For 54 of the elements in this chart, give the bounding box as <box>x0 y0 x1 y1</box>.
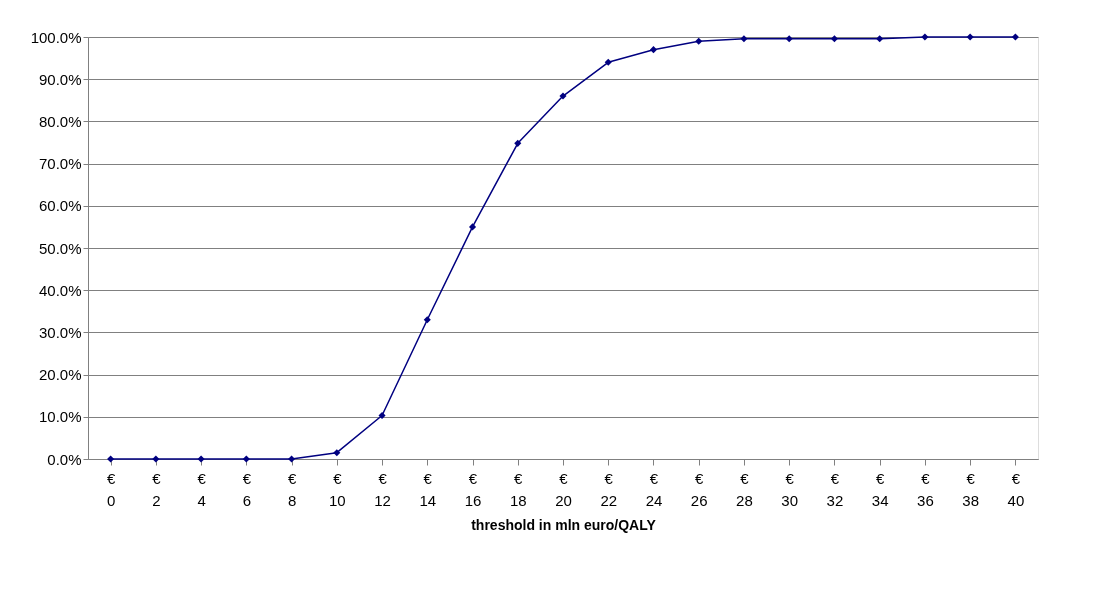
point <box>785 35 793 43</box>
x-tick-label: € 40 <box>1007 469 1025 509</box>
point <box>378 412 386 420</box>
point <box>876 35 884 43</box>
point <box>242 455 250 463</box>
y-tick-label: 100.0% <box>30 28 82 46</box>
x-tick-label: € 22 <box>600 469 618 509</box>
x-tick-label: € 2 <box>152 469 162 509</box>
point <box>649 46 658 54</box>
point <box>604 58 612 66</box>
point <box>288 455 296 463</box>
y-tick-label: 0.0% <box>47 450 82 468</box>
x-axis-title: threshold in mln euro/QALY <box>471 516 657 533</box>
point <box>921 33 929 41</box>
x-tick-label: € 14 <box>419 469 437 509</box>
x-tick-label: € 16 <box>464 469 482 509</box>
point <box>1011 33 1019 41</box>
y-tick-label: 60.0% <box>38 197 82 215</box>
x-tick-label: € 0 <box>106 469 116 509</box>
point <box>468 223 477 231</box>
point <box>423 316 431 324</box>
point <box>559 92 567 100</box>
x-tick-label: € 38 <box>962 469 979 509</box>
x-tick-label: € 10 <box>328 469 346 509</box>
y-tick-label: 80.0% <box>38 112 82 130</box>
point <box>740 35 748 43</box>
x-tick-label: € 28 <box>736 469 753 509</box>
x-tick-label: € 18 <box>509 469 527 509</box>
point <box>197 455 205 463</box>
x-tick-label: € 32 <box>826 469 844 509</box>
x-tick-label: € 24 <box>645 469 663 509</box>
y-tick-label: 50.0% <box>38 239 82 257</box>
point <box>514 139 522 147</box>
y-tick-label: 90.0% <box>38 70 82 88</box>
x-tick-label: € 30 <box>781 469 799 509</box>
x-tick-label: € 36 <box>917 469 934 509</box>
x-tick-label: € 8 <box>287 469 297 509</box>
x-tick-label: € 4 <box>197 469 207 509</box>
y-tick-label: 10.0% <box>38 408 82 426</box>
x-tick-label: € 26 <box>690 469 708 509</box>
point <box>966 33 974 41</box>
y-tick-label: 20.0% <box>38 366 82 384</box>
point <box>830 35 838 43</box>
point <box>695 37 703 45</box>
point <box>152 455 160 463</box>
y-tick-label: 70.0% <box>38 155 82 173</box>
x-tick-label: € 34 <box>871 469 889 509</box>
x-tick-label: € 20 <box>555 469 572 509</box>
x-tick-label: € 12 <box>374 469 391 509</box>
x-tick-label: € 6 <box>242 469 252 509</box>
point <box>107 455 115 463</box>
y-tick-label: 30.0% <box>38 323 82 341</box>
y-tick-label: 40.0% <box>38 281 82 299</box>
point <box>333 449 341 457</box>
